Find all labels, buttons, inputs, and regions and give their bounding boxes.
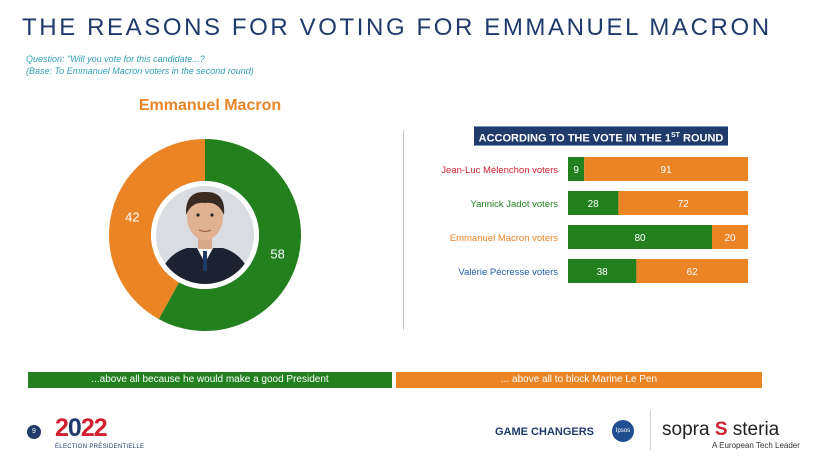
bar-segment (568, 191, 619, 215)
legend-good-president: ...above all because he would make a goo… (28, 372, 392, 388)
page-number: 9 (27, 425, 41, 439)
portrait-icon (156, 186, 254, 284)
bar-segment (584, 157, 748, 181)
bar-segment (618, 191, 748, 215)
bar-category-label: Jean-Luc Mélenchon voters (441, 165, 558, 176)
election-2022-logo: 2022 (55, 414, 108, 442)
bar-category-label: Valérie Pécresse voters (458, 267, 558, 278)
donut-slice (158, 139, 301, 331)
bar-value-label: 20 (724, 233, 736, 244)
bar-segment (568, 157, 585, 181)
game-changers-text: GAME CHANGERS (495, 426, 595, 438)
bar-category-label: Emmanuel Macron voters (450, 233, 558, 244)
sopra-tagline: A European Tech Leader (712, 441, 800, 450)
donut-slice (108, 139, 205, 320)
footer-divider (650, 410, 651, 450)
bar-value-label: 9 (573, 165, 579, 176)
sopra-steria-logo: sopra S steria (662, 419, 780, 440)
bar-value-label: 91 (661, 165, 673, 176)
bar-value-label: 72 (678, 199, 690, 210)
bar-value-label: 38 (597, 267, 609, 278)
ipsos-logo: Ipsos (612, 420, 634, 442)
page-title: THE REASONS FOR VOTING FOR EMMANUEL MACR… (22, 14, 772, 41)
legend-block-le-pen: ... above all to block Marine Le Pen (396, 372, 762, 388)
base-text: (Base: To Emmanuel Macron voters in the … (26, 66, 254, 76)
bar-chart-title: ACCORDING TO THE VOTE IN THE 1ST ROUND (474, 126, 728, 146)
sopra-steria-s-icon: S (714, 419, 728, 440)
bar-value-label: 28 (588, 199, 600, 210)
donut-chart: 58 42 (108, 139, 301, 331)
donut-title: Emmanuel Macron (138, 97, 282, 114)
donut-slice-label: 42 (125, 209, 139, 224)
bar-category-label: Yannick Jadot voters (471, 199, 559, 210)
donut-slice-label: 58 (270, 247, 284, 262)
question-text: Question: "Will you vote for this candid… (26, 54, 205, 64)
bar-segment (568, 225, 712, 249)
bar-value-label: 80 (634, 233, 646, 244)
election-logo-subtitle: ÉLECTION PRÉSIDENTIELLE (55, 444, 145, 450)
chart-divider (403, 130, 404, 330)
bar-segment (568, 259, 637, 283)
bar-value-label: 62 (687, 267, 699, 278)
bar-segment (636, 259, 748, 283)
question-note: Question: "Will you vote for this candid… (26, 53, 254, 77)
bar-segment (712, 225, 748, 249)
